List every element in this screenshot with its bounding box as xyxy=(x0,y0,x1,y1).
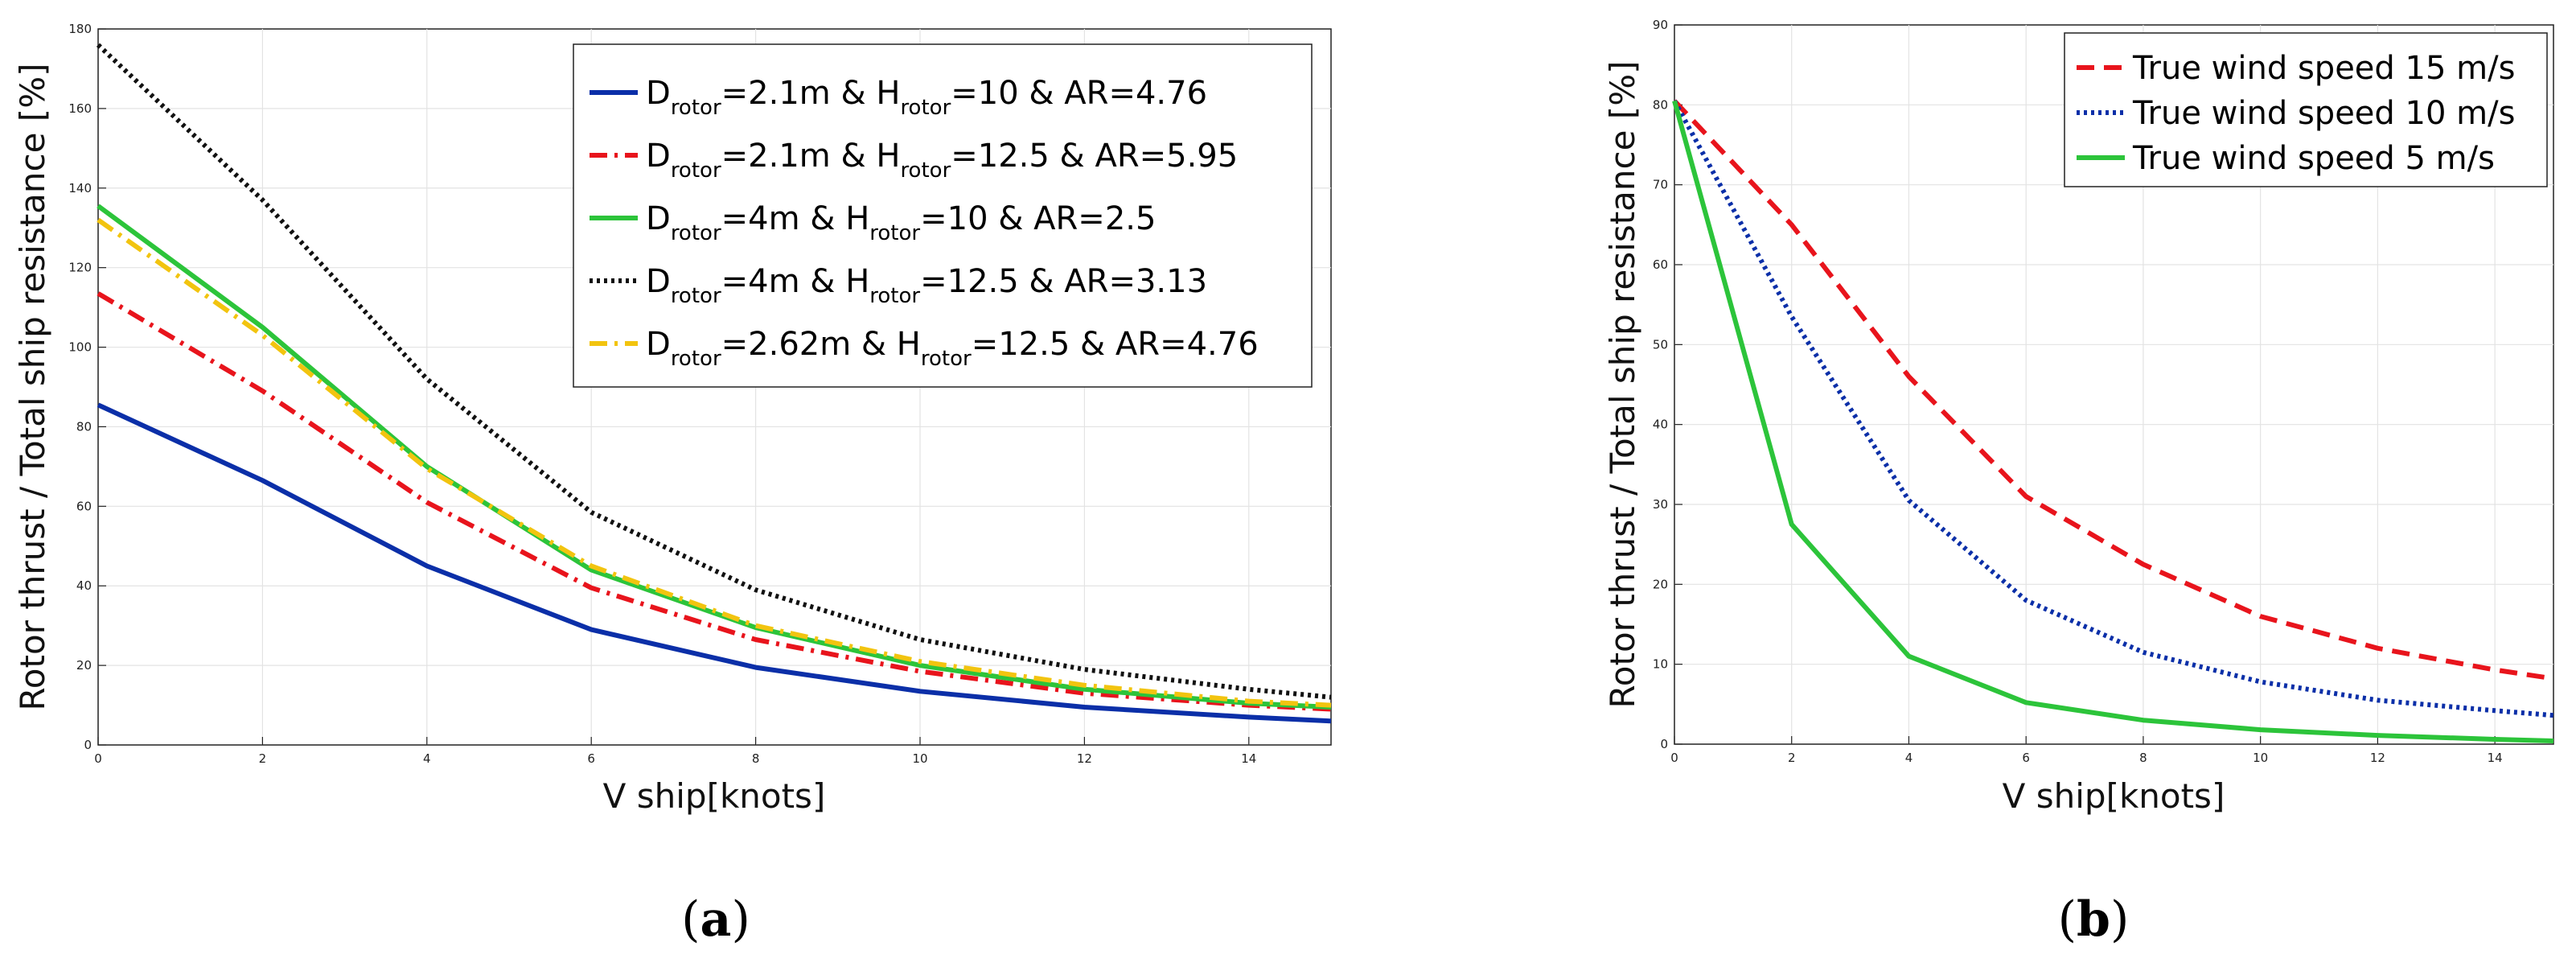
panel-b-chart: 0 2 4 6 8 10 12 14 0 10 20 30 40 50 60 70 80 90 V ship[kn… xyxy=(1603,18,2554,816)
panel-b-x-tick-label: 0 xyxy=(1670,751,1678,765)
caption-b-letter: b xyxy=(2077,891,2110,948)
panel-a-grid xyxy=(98,29,1331,745)
legend-subscript: rotor xyxy=(900,158,951,183)
panel-a-legend: Drotor=2.1m & Hrotor=10 & AR=4.76Drotor=… xyxy=(573,43,1313,388)
panel-a-legend-label-3: Drotor=4m & Hrotor=10 & AR=2.5 xyxy=(646,200,1156,245)
panel-b-x-tick-label: 12 xyxy=(2370,751,2385,765)
panel-b-y-tick-label: 10 xyxy=(1653,657,1668,672)
panel-b-series-line-1 xyxy=(1672,99,2554,681)
panel-a-y-tick-label: 100 xyxy=(68,340,92,355)
legend-subscript: rotor xyxy=(671,158,721,183)
panel-b-y-tick-label: 30 xyxy=(1653,497,1668,512)
panel-b-y-tick-label: 50 xyxy=(1653,337,1668,352)
panel-a-x-tick-label: 10 xyxy=(912,751,927,766)
panel-a-x-tick-label: 6 xyxy=(587,751,595,766)
panel-a-y-tick-label: 160 xyxy=(68,101,92,116)
legend-text-part: =10 & AR=4.76 xyxy=(951,75,1207,112)
caption-a-close: ) xyxy=(731,891,750,948)
panel-a-y-tick-label: 120 xyxy=(68,261,92,275)
panel-a-series-line-1 xyxy=(97,402,1332,724)
panel-b-x-tick-label: 10 xyxy=(2253,751,2268,765)
panel-a-y-axis-label: Rotor thrust / Total ship resistance [%] xyxy=(13,64,52,711)
panel-b-x-tick-label: 6 xyxy=(2022,751,2030,765)
legend-text-part: D xyxy=(646,326,671,363)
legend-text-part: D xyxy=(646,263,671,300)
panel-b-y-tick-label: 20 xyxy=(1653,577,1668,591)
panel-a-series xyxy=(96,43,1332,724)
panel-b-ticks: 0 2 4 6 8 10 12 14 0 10 20 30 40 50 60 70 80 90 xyxy=(1653,18,2503,765)
legend-text-part: D xyxy=(646,200,671,237)
panel-b-legend-label-3: True wind speed 5 m/s xyxy=(2132,140,2495,177)
legend-subscript: rotor xyxy=(869,221,920,245)
panel-b-series-line-3 xyxy=(1672,100,2554,743)
panel-a-series-line-2 xyxy=(97,291,1332,712)
panel-b-y-axis-label: Rotor thrust / Total ship resistance [%] xyxy=(1603,61,1642,709)
panel-a-legend-label-4: Drotor=4m & Hrotor=12.5 & AR=3.13 xyxy=(646,263,1207,308)
panel-a-legend-box xyxy=(573,43,1313,388)
legend-subscript: rotor xyxy=(869,284,920,308)
legend-subscript: rotor xyxy=(671,347,721,371)
panel-b-y-tick-label: 60 xyxy=(1653,257,1668,272)
panel-b-legend: True wind speed 15 m/s True wind speed 10… xyxy=(2064,32,2548,187)
legend-text-part: =12.5 & AR=3.13 xyxy=(920,263,1207,300)
panel-a-x-tick-label: 14 xyxy=(1241,751,1256,766)
legend-text-part: =4m & H xyxy=(721,263,870,300)
panel-b-series-line-2 xyxy=(1672,99,2554,718)
panel-b-x-axis-label: V ship[knots] xyxy=(2003,776,2225,816)
legend-text-part: D xyxy=(646,75,671,112)
panel-b-x-tick-label: 14 xyxy=(2488,751,2503,765)
panel-a-x-tick-label: 0 xyxy=(94,751,102,766)
panel-a-y-tick-label: 60 xyxy=(76,499,92,513)
caption-a-open: ( xyxy=(681,891,700,948)
panel-b-y-tick-label: 90 xyxy=(1653,18,1668,32)
panel-a-x-tick-label: 8 xyxy=(752,751,760,766)
panel-b-x-tick-label: 2 xyxy=(1788,751,1796,765)
panel-a-series-line-4 xyxy=(96,43,1332,700)
legend-subscript: rotor xyxy=(671,221,721,245)
legend-text-part: =2.62m & H xyxy=(721,326,921,363)
panel-b-series xyxy=(1672,99,2554,743)
panel-a-y-tick-label: 20 xyxy=(76,658,92,673)
panel-a-y-tick-label: 180 xyxy=(68,22,92,36)
panel-b-y-tick-label: 70 xyxy=(1653,178,1668,192)
panel-b-y-tick-label: 40 xyxy=(1653,418,1668,432)
legend-subscript: rotor xyxy=(921,347,972,371)
legend-text-part: =2.1m & H xyxy=(721,138,901,175)
legend-text-part: =2.1m & H xyxy=(721,75,901,112)
panel-b-legend-box xyxy=(2064,32,2548,187)
caption-b-close: ) xyxy=(2110,891,2129,948)
caption-a: (a) xyxy=(681,891,750,948)
panel-a-x-axis-label: V ship[knots] xyxy=(603,776,826,816)
panel-a-y-tick-label: 80 xyxy=(76,419,92,434)
panel-b-legend-label-2: True wind speed 10 m/s xyxy=(2132,95,2515,132)
panel-a-x-tick-label: 2 xyxy=(259,751,267,766)
legend-text-part: =4m & H xyxy=(721,200,870,237)
legend-subscript: rotor xyxy=(671,284,721,308)
panel-a-x-tick-label: 4 xyxy=(423,751,431,766)
panel-a-y-tick-label: 40 xyxy=(76,578,92,593)
legend-text-part: =12.5 & AR=4.76 xyxy=(972,326,1259,363)
panel-a-x-tick-label: 12 xyxy=(1077,751,1092,766)
legend-text-part: =10 & AR=2.5 xyxy=(920,200,1156,237)
legend-text-part: D xyxy=(646,138,671,175)
legend-subscript: rotor xyxy=(900,96,951,120)
panel-a-legend-label-2: Drotor=2.1m & Hrotor=12.5 & AR=5.95 xyxy=(646,138,1238,183)
legend-text-part: =12.5 & AR=5.95 xyxy=(951,138,1238,175)
panel-b-y-tick-label: 0 xyxy=(1660,737,1668,751)
panel-a-y-tick-label: 0 xyxy=(84,738,92,752)
panel-a-legend-label-5: Drotor=2.62m & Hrotor=12.5 & AR=4.76 xyxy=(646,326,1259,371)
panel-a-legend-label-1: Drotor=2.1m & Hrotor=10 & AR=4.76 xyxy=(646,75,1207,120)
panel-b-y-tick-label: 80 xyxy=(1653,97,1668,112)
caption-b: (b) xyxy=(2058,891,2130,948)
panel-b-legend-label-1: True wind speed 15 m/s xyxy=(2132,50,2515,87)
panel-a-y-tick-label: 140 xyxy=(68,181,92,195)
caption-b-open: ( xyxy=(2058,891,2077,948)
panel-b-x-tick-label: 4 xyxy=(1905,751,1913,765)
caption-a-letter: a xyxy=(700,891,732,948)
panel-b-x-tick-label: 8 xyxy=(2139,751,2147,765)
legend-subscript: rotor xyxy=(671,96,721,120)
